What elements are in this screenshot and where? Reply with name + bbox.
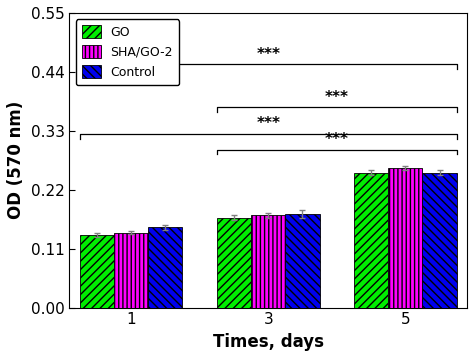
Bar bbox=[114, 233, 148, 308]
Bar bbox=[388, 168, 422, 308]
Legend: GO, SHA/GO-2, Control: GO, SHA/GO-2, Control bbox=[76, 19, 179, 85]
Bar bbox=[251, 216, 285, 308]
Text: ***: *** bbox=[256, 116, 280, 131]
Text: ***: *** bbox=[256, 47, 280, 62]
Y-axis label: OD (570 nm): OD (570 nm) bbox=[7, 101, 25, 219]
Bar bbox=[217, 218, 251, 308]
Bar bbox=[80, 235, 114, 308]
Text: ***: *** bbox=[325, 90, 349, 105]
Bar bbox=[422, 173, 457, 308]
Bar bbox=[354, 173, 388, 308]
Bar bbox=[285, 214, 319, 308]
X-axis label: Times, days: Times, days bbox=[213, 333, 324, 351]
Bar bbox=[148, 227, 182, 308]
Text: ***: *** bbox=[325, 132, 349, 147]
